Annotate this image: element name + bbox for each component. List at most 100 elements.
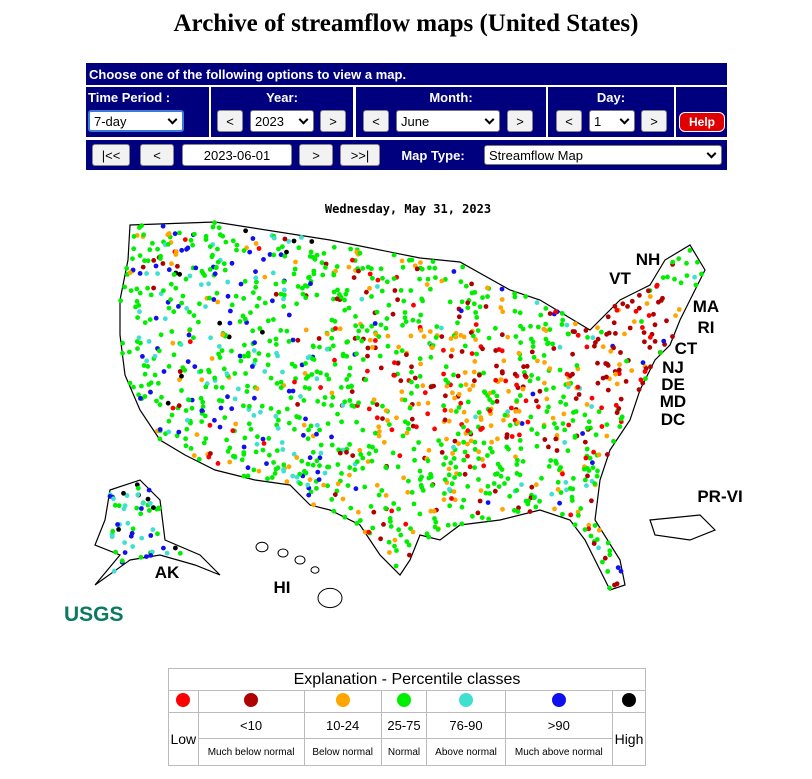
gage-dot bbox=[629, 298, 635, 304]
gage-dot bbox=[343, 291, 349, 297]
gage-dot bbox=[692, 274, 697, 280]
gage-dot bbox=[184, 306, 190, 311]
gage-dot bbox=[505, 476, 511, 481]
gage-dot bbox=[380, 403, 385, 409]
gage-dot bbox=[218, 405, 224, 411]
gage-dot bbox=[463, 382, 469, 387]
gage-dot bbox=[356, 328, 362, 334]
month-select[interactable]: June bbox=[396, 110, 500, 132]
gage-dot bbox=[456, 391, 462, 397]
gage-dot bbox=[175, 263, 180, 269]
gage-dot bbox=[351, 275, 357, 280]
gage-dot bbox=[582, 439, 588, 445]
gage-dot bbox=[553, 309, 558, 315]
year-prev-button[interactable]: < bbox=[217, 110, 243, 132]
gage-dot bbox=[210, 224, 216, 230]
gage-dot bbox=[286, 420, 292, 426]
gage-dot bbox=[135, 485, 141, 491]
gage-dot bbox=[352, 467, 358, 473]
gage-dot bbox=[428, 508, 434, 514]
gage-dot bbox=[186, 332, 192, 338]
gage-dot bbox=[349, 403, 355, 408]
gage-dot bbox=[150, 240, 155, 246]
gage-dot bbox=[531, 354, 537, 360]
gage-dot bbox=[517, 432, 522, 438]
gage-dot bbox=[566, 381, 571, 387]
gage-dot bbox=[140, 500, 146, 506]
gage-dot bbox=[262, 300, 268, 306]
day-next-button[interactable]: > bbox=[641, 110, 667, 132]
gage-dot bbox=[316, 477, 322, 482]
day-select[interactable]: 1 bbox=[589, 110, 635, 132]
gage-dot bbox=[147, 247, 153, 253]
gage-dot bbox=[165, 400, 171, 406]
gage-dot bbox=[395, 297, 400, 303]
prev-button[interactable]: < bbox=[140, 144, 174, 166]
gage-dot bbox=[187, 309, 192, 315]
gage-dot bbox=[614, 410, 620, 416]
help-button[interactable]: Help bbox=[679, 112, 725, 132]
gage-dot bbox=[225, 449, 231, 454]
gage-dot bbox=[199, 408, 205, 414]
gage-dot bbox=[525, 501, 531, 507]
gage-dot bbox=[617, 424, 623, 429]
gage-dot bbox=[453, 464, 459, 470]
gage-dot bbox=[433, 335, 439, 340]
gage-dot bbox=[353, 323, 358, 329]
gage-dot bbox=[401, 298, 407, 304]
gage-dot bbox=[370, 525, 376, 531]
year-next-button[interactable]: > bbox=[320, 110, 346, 132]
gage-dot bbox=[215, 299, 221, 305]
gage-dot bbox=[329, 497, 335, 502]
gage-dot bbox=[349, 389, 355, 394]
gage-dot bbox=[236, 386, 241, 392]
gage-dot bbox=[138, 511, 144, 517]
day-prev-button[interactable]: < bbox=[556, 110, 582, 132]
gage-dot bbox=[516, 408, 522, 414]
gage-dot bbox=[295, 402, 300, 407]
gage-dot bbox=[611, 438, 616, 444]
gage-dot bbox=[157, 436, 163, 442]
last-button[interactable]: >>| bbox=[340, 144, 380, 166]
next-button[interactable]: > bbox=[299, 144, 333, 166]
gage-dot bbox=[362, 484, 368, 490]
gage-dot bbox=[558, 490, 564, 495]
gage-dot bbox=[128, 533, 134, 539]
gage-dot bbox=[473, 310, 478, 315]
gage-dot bbox=[139, 383, 144, 389]
gage-dot bbox=[346, 305, 352, 311]
gage-dot bbox=[364, 289, 369, 295]
month-prev-button[interactable]: < bbox=[363, 110, 389, 132]
gage-dot bbox=[350, 453, 356, 458]
gage-dot bbox=[289, 361, 295, 367]
gage-dot bbox=[321, 251, 327, 256]
gage-dot bbox=[625, 304, 630, 309]
legend-code: 25-75 bbox=[380, 712, 428, 739]
gage-dot bbox=[592, 481, 598, 486]
gage-dot bbox=[346, 372, 352, 378]
gage-dot bbox=[365, 368, 370, 374]
legend-swatch bbox=[459, 693, 474, 707]
gage-dot bbox=[140, 264, 146, 270]
gage-dot bbox=[137, 225, 142, 231]
gage-dot bbox=[404, 539, 410, 544]
gage-dot bbox=[142, 371, 148, 377]
gage-dot bbox=[512, 371, 518, 377]
month-next-button[interactable]: > bbox=[507, 110, 533, 132]
time-period-select[interactable]: 7-day bbox=[88, 110, 184, 132]
gage-dot bbox=[375, 277, 381, 283]
map-type-select[interactable]: Streamflow Map bbox=[484, 145, 722, 165]
date-field[interactable]: 2023-06-01 bbox=[182, 144, 292, 166]
gage-dot bbox=[148, 292, 154, 298]
gage-dot bbox=[600, 559, 605, 565]
gage-dot bbox=[165, 242, 171, 247]
gage-dot bbox=[207, 244, 213, 250]
gage-dot bbox=[284, 479, 290, 485]
gage-dot bbox=[319, 260, 325, 266]
gage-dot bbox=[134, 299, 140, 304]
year-select[interactable]: 2023 bbox=[250, 110, 314, 132]
gage-dot bbox=[595, 380, 601, 386]
first-button[interactable]: |<< bbox=[92, 144, 130, 166]
gage-dot bbox=[433, 275, 438, 280]
gage-dot bbox=[267, 452, 272, 458]
